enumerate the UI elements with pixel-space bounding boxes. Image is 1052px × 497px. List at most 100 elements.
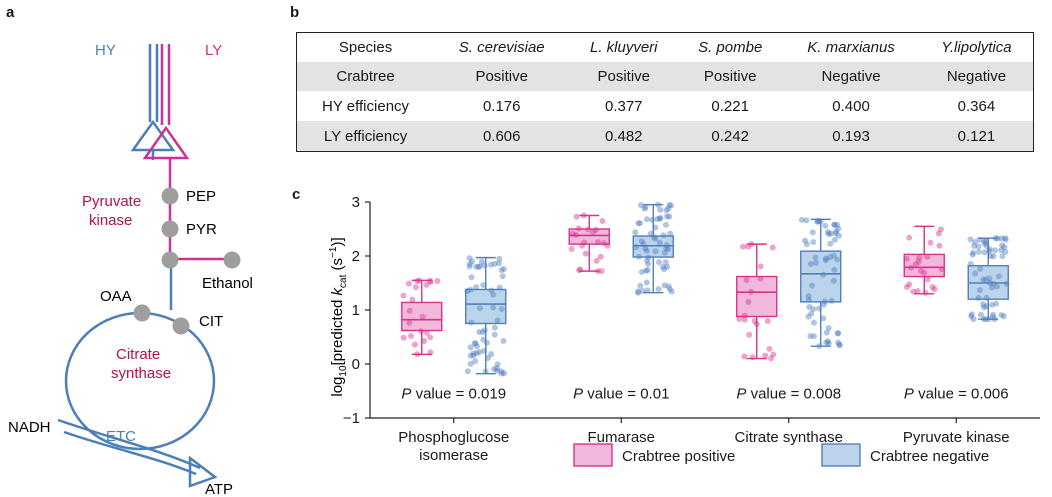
data-point xyxy=(477,305,484,312)
data-point xyxy=(993,300,1000,307)
label-ly: LY xyxy=(205,42,222,59)
data-point xyxy=(813,259,820,266)
data-point xyxy=(831,266,838,273)
data-point xyxy=(641,205,648,212)
data-point xyxy=(501,370,508,377)
data-point xyxy=(815,305,822,312)
data-point xyxy=(400,292,407,299)
data-point xyxy=(986,246,993,253)
data-point xyxy=(830,252,837,259)
header-cell: K. marxianus xyxy=(807,39,895,56)
data-point xyxy=(467,352,474,359)
data-point xyxy=(473,263,480,270)
data-point xyxy=(903,284,910,291)
label-oaa: OAA xyxy=(100,288,132,305)
data-point xyxy=(805,293,812,300)
y-tick-label: 3 xyxy=(352,194,360,211)
data-point xyxy=(647,230,654,237)
node-junction xyxy=(161,251,179,269)
data-point xyxy=(743,276,750,283)
data-point xyxy=(661,282,668,289)
data-point xyxy=(982,276,989,283)
data-point xyxy=(831,221,838,228)
data-point xyxy=(910,288,917,295)
data-point xyxy=(598,267,605,274)
data-point xyxy=(827,254,834,261)
data-point xyxy=(657,214,664,221)
data-point xyxy=(665,205,672,212)
data-point xyxy=(476,349,483,356)
label-hy: HY xyxy=(95,42,116,59)
data-point xyxy=(815,217,822,224)
data-point xyxy=(411,341,418,348)
panel-letter-b: b xyxy=(290,4,300,21)
label-citrate-1: Citrate xyxy=(116,346,160,363)
data-point xyxy=(635,288,642,295)
panel-letter-c: c xyxy=(292,186,301,203)
data-point xyxy=(822,257,829,264)
table-row: LY efficiency 0.606 0.482 0.242 0.193 0.… xyxy=(296,121,1034,152)
data-point xyxy=(655,286,662,293)
data-point xyxy=(741,353,748,360)
data-point xyxy=(991,247,998,254)
data-point xyxy=(764,317,771,324)
data-point xyxy=(988,284,995,291)
legend-label: Crabtree positive xyxy=(622,448,735,465)
data-point xyxy=(835,225,842,232)
data-point xyxy=(820,315,827,322)
data-point xyxy=(498,368,505,375)
data-point xyxy=(769,244,776,251)
data-point xyxy=(427,334,434,341)
data-point xyxy=(924,276,931,283)
data-point xyxy=(656,259,663,266)
category-label: isomerase xyxy=(419,447,488,464)
data-point xyxy=(922,289,929,296)
data-point xyxy=(400,334,407,341)
table-cell: HY efficiency xyxy=(322,97,410,115)
data-point xyxy=(983,294,990,301)
data-point xyxy=(473,284,480,291)
data-point xyxy=(481,347,488,354)
p-value-label: P value = 0.006 xyxy=(904,386,1009,403)
data-point xyxy=(741,316,748,323)
data-point xyxy=(572,231,579,238)
etc-arrow-path xyxy=(57,418,201,476)
header-cell: Y.lipolytica xyxy=(941,39,1012,56)
data-point xyxy=(1002,235,1009,242)
data-point xyxy=(494,367,501,374)
data-point xyxy=(824,229,831,236)
data-point xyxy=(820,301,827,308)
data-point xyxy=(981,249,988,256)
data-point xyxy=(656,239,663,246)
data-point xyxy=(975,243,982,250)
data-point xyxy=(906,281,913,288)
box xyxy=(800,250,842,303)
data-point xyxy=(748,288,755,295)
label-nadh: NADH xyxy=(8,419,51,436)
data-point xyxy=(834,221,841,228)
data-point xyxy=(643,247,650,254)
data-point xyxy=(490,291,497,298)
table-row: Crabtree Positive Positive Positive Nega… xyxy=(296,62,1034,91)
data-point xyxy=(803,217,810,224)
header-cell: S. cerevisiae xyxy=(458,39,545,56)
y-tick-label: 1 xyxy=(352,302,360,319)
data-point xyxy=(579,242,586,249)
data-point xyxy=(921,269,928,276)
data-point xyxy=(652,224,659,231)
data-point xyxy=(478,258,485,265)
data-point xyxy=(642,245,649,252)
header-cell: Species xyxy=(338,39,393,56)
data-point xyxy=(967,260,974,267)
data-point xyxy=(968,311,975,318)
data-point xyxy=(660,232,667,239)
data-point xyxy=(994,235,1001,242)
data-point xyxy=(643,279,650,286)
data-point xyxy=(662,221,669,228)
p-value-label: P value = 0.008 xyxy=(736,386,841,403)
data-point xyxy=(835,339,842,346)
label-pyruvate-kinase-2: kinase xyxy=(89,212,132,229)
header-cell: L. kluyveri xyxy=(589,39,658,56)
data-point xyxy=(419,313,426,320)
data-point xyxy=(467,344,474,351)
